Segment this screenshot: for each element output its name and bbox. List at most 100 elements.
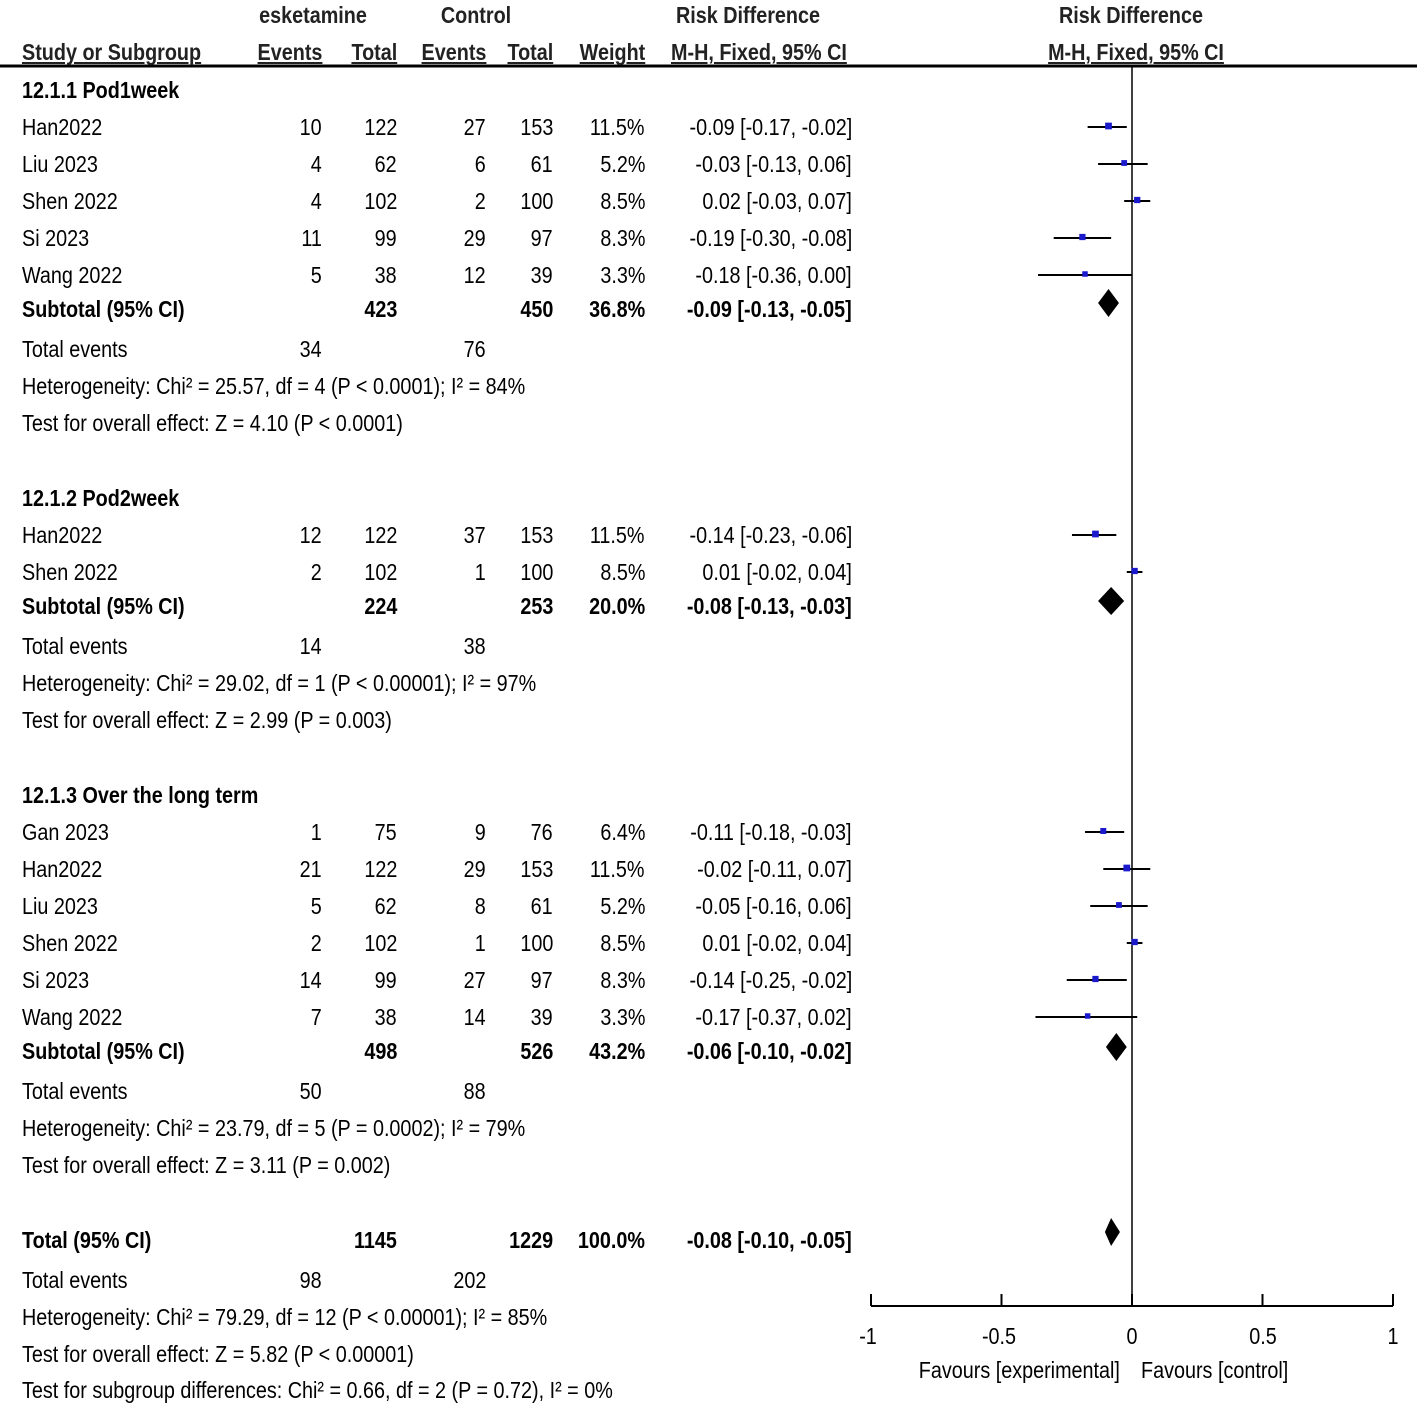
risk-difference-ci: -0.11 [-0.18, -0.03] bbox=[690, 819, 852, 845]
x-axis-tick-label: -0.5 bbox=[981, 1323, 1016, 1349]
risk-difference-ci: -0.03 [-0.13, 0.06] bbox=[695, 151, 852, 177]
col-header-weight: Weight bbox=[579, 39, 645, 65]
total-exp: 62 bbox=[374, 151, 397, 177]
events-ctrl: 2 bbox=[474, 188, 486, 214]
total-exp: 102 bbox=[363, 559, 397, 585]
study-name: Shen 2022 bbox=[22, 559, 118, 585]
subtotal-total-ctrl: 526 bbox=[519, 1038, 553, 1064]
risk-difference-ci: -0.14 [-0.25, -0.02] bbox=[689, 967, 852, 993]
events-exp: 12 bbox=[299, 522, 322, 548]
overall-effect-text: Test for overall effect: Z = 3.11 (P = 0… bbox=[22, 1152, 391, 1178]
overall-total-events-ctrl: 202 bbox=[452, 1267, 486, 1293]
events-exp: 10 bbox=[299, 114, 322, 140]
total-exp: 122 bbox=[363, 856, 397, 882]
study-2-1-point bbox=[1092, 530, 1099, 538]
events-ctrl: 8 bbox=[474, 893, 486, 919]
overall-effect-test-text: Test for overall effect: Z = 5.82 (P < 0… bbox=[22, 1341, 414, 1367]
events-ctrl: 29 bbox=[463, 856, 486, 882]
study-3-1-point bbox=[1100, 828, 1107, 834]
events-ctrl: 29 bbox=[463, 225, 486, 251]
heterogeneity-text: Heterogeneity: Chi² = 25.57, df = 4 (P <… bbox=[22, 373, 526, 399]
events-exp: 5 bbox=[310, 262, 322, 288]
total-ctrl: 153 bbox=[519, 114, 553, 140]
total-total-exp: 1145 bbox=[354, 1227, 397, 1253]
study-name: Han2022 bbox=[22, 856, 103, 882]
study-name: Si 2023 bbox=[22, 225, 90, 251]
weight: 3.3% bbox=[599, 1004, 645, 1030]
total-events-ctrl: 88 bbox=[463, 1078, 486, 1104]
total-weight: 100.0% bbox=[577, 1227, 645, 1253]
risk-difference-ci: -0.02 [-0.11, 0.07] bbox=[697, 856, 852, 882]
events-exp: 11 bbox=[301, 225, 322, 251]
total-ctrl: 153 bbox=[519, 522, 553, 548]
study-name: Shen 2022 bbox=[22, 188, 118, 214]
study-3-3-point bbox=[1116, 902, 1122, 908]
total-exp: 99 bbox=[374, 225, 397, 251]
risk-difference-ci: 0.01 [-0.02, 0.04] bbox=[702, 930, 852, 956]
total-ctrl: 39 bbox=[530, 1004, 553, 1030]
events-ctrl: 27 bbox=[463, 967, 486, 993]
overall-heterogeneity-text: Heterogeneity: Chi² = 79.29, df = 12 (P … bbox=[22, 1304, 548, 1330]
study-name: Shen 2022 bbox=[22, 930, 118, 956]
subtotal-label: Subtotal (95% CI) bbox=[22, 593, 185, 619]
events-ctrl: 37 bbox=[463, 522, 486, 548]
events-ctrl: 14 bbox=[463, 1004, 486, 1030]
weight: 6.4% bbox=[599, 819, 645, 845]
events-exp: 5 bbox=[310, 893, 322, 919]
study-1-5-point bbox=[1082, 271, 1088, 277]
col-header-method-table: M-H, Fixed, 95% CI bbox=[671, 39, 847, 65]
total-events-ctrl: 38 bbox=[463, 633, 486, 659]
events-exp: 7 bbox=[310, 1004, 322, 1030]
heterogeneity-text: Heterogeneity: Chi² = 23.79, df = 5 (P =… bbox=[22, 1115, 526, 1141]
study-3-4-point bbox=[1131, 938, 1138, 946]
total-ctrl: 153 bbox=[519, 856, 553, 882]
weight: 11.5% bbox=[590, 856, 645, 882]
total-exp: 62 bbox=[374, 893, 397, 919]
total-exp: 38 bbox=[374, 262, 397, 288]
overall-effect-text: Test for overall effect: Z = 4.10 (P < 0… bbox=[22, 410, 403, 436]
study-name: Han2022 bbox=[22, 114, 103, 140]
total-events-label: Total events bbox=[22, 1078, 128, 1104]
weight: 8.3% bbox=[599, 225, 645, 251]
study-name: Wang 2022 bbox=[22, 262, 123, 288]
group-header-control: Control bbox=[440, 2, 512, 28]
subtotal-total-ctrl: 450 bbox=[519, 296, 553, 322]
total-ctrl: 61 bbox=[530, 151, 553, 177]
weight: 8.5% bbox=[599, 930, 645, 956]
group-header-esketamine: esketamine bbox=[259, 2, 367, 28]
overall-total-events-label: Total events bbox=[22, 1267, 128, 1293]
study-3-5-point bbox=[1092, 975, 1099, 983]
study-name: Han2022 bbox=[22, 522, 103, 548]
weight: 5.2% bbox=[599, 151, 645, 177]
effect-header-plot: Risk Difference bbox=[1058, 2, 1204, 28]
x-axis-tick-label: -1 bbox=[859, 1323, 877, 1349]
risk-difference-ci: -0.17 [-0.37, 0.02] bbox=[695, 1004, 852, 1030]
total-events-label: Total events bbox=[22, 633, 128, 659]
heterogeneity-text: Heterogeneity: Chi² = 29.02, df = 1 (P <… bbox=[22, 670, 537, 696]
total-ctrl: 97 bbox=[530, 225, 553, 251]
total-exp: 99 bbox=[374, 967, 397, 993]
col-header-method-plot: M-H, Fixed, 95% CI bbox=[1048, 39, 1224, 65]
risk-difference-ci: -0.19 [-0.30, -0.08] bbox=[689, 225, 852, 251]
total-events-label: Total events bbox=[22, 336, 128, 362]
study-3-6-point bbox=[1084, 1013, 1091, 1019]
events-exp: 2 bbox=[310, 930, 322, 956]
risk-difference-ci: -0.18 [-0.36, 0.00] bbox=[695, 262, 852, 288]
subtotal-weight: 43.2% bbox=[588, 1038, 645, 1064]
events-ctrl: 6 bbox=[474, 151, 486, 177]
events-ctrl: 27 bbox=[463, 114, 486, 140]
subtotal-total-exp: 224 bbox=[363, 593, 397, 619]
subgroup-title-1: 12.1.1 Pod1week bbox=[22, 77, 180, 103]
subtotal-label: Subtotal (95% CI) bbox=[22, 296, 185, 322]
total-exp: 122 bbox=[363, 114, 397, 140]
total-label: Total (95% CI) bbox=[22, 1227, 152, 1253]
subgroup-title-2: 12.1.2 Pod2week bbox=[22, 485, 180, 511]
events-ctrl: 1 bbox=[474, 559, 486, 585]
subtotal-weight: 36.8% bbox=[588, 296, 645, 322]
study-name: Gan 2023 bbox=[22, 819, 109, 845]
risk-difference-ci: 0.02 [-0.03, 0.07] bbox=[702, 188, 852, 214]
risk-difference-ci: -0.09 [-0.17, -0.02] bbox=[689, 114, 852, 140]
study-1-4-point bbox=[1079, 233, 1086, 241]
total-ctrl: 61 bbox=[530, 893, 553, 919]
